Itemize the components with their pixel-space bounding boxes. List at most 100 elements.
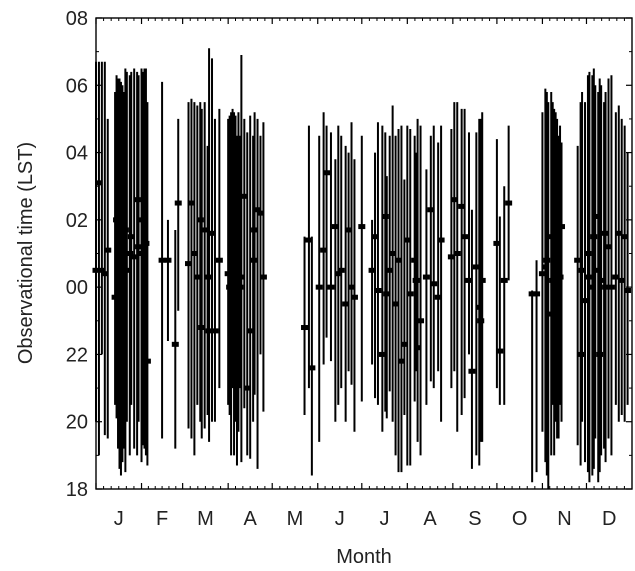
center-marker (118, 217, 126, 223)
center-marker (331, 224, 339, 230)
center-marker (334, 271, 342, 277)
y-axis-ticks: 08 06 04 02 00 22 20 18 (66, 8, 632, 501)
center-marker (138, 251, 146, 256)
center-marker (171, 341, 179, 347)
center-marker (323, 170, 331, 176)
center-marker (577, 351, 585, 357)
center-marker (381, 213, 389, 219)
center-marker (392, 301, 400, 307)
center-marker (547, 234, 555, 240)
center-marker (215, 257, 223, 263)
y-tick-label: 04 (66, 143, 88, 165)
center-marker (201, 227, 209, 233)
center-marker (378, 351, 386, 357)
center-marker (111, 294, 119, 300)
x-tick-label: N (557, 508, 571, 530)
y-tick-label: 06 (66, 75, 88, 97)
center-marker (256, 210, 264, 216)
y-tick-label: 08 (66, 8, 88, 30)
center-marker (594, 213, 602, 219)
y-tick-label: 22 (66, 344, 88, 366)
center-marker (104, 247, 112, 253)
center-marker (229, 261, 237, 267)
center-marker (140, 385, 148, 391)
center-marker (596, 351, 604, 357)
center-marker (174, 200, 182, 206)
center-marker (211, 328, 219, 334)
center-marker (414, 345, 422, 351)
x-tick-label: S (468, 508, 481, 530)
center-marker (602, 284, 610, 290)
center-marker (478, 277, 486, 283)
center-marker (114, 197, 122, 203)
center-marker (553, 267, 561, 273)
center-marker (142, 240, 150, 246)
center-marker (259, 274, 267, 280)
center-marker (315, 284, 323, 290)
center-marker (447, 254, 455, 260)
center-marker (389, 251, 397, 256)
center-marker (139, 217, 147, 223)
center-marker (458, 203, 466, 209)
center-marker (430, 281, 438, 287)
center-marker (505, 200, 513, 206)
center-marker (190, 251, 198, 256)
x-tick-label: M (287, 508, 304, 530)
center-marker (597, 277, 605, 283)
center-marker (205, 328, 213, 334)
center-marker (233, 362, 241, 368)
center-marker (246, 328, 254, 334)
x-tick-label: J (114, 508, 124, 530)
y-tick-label: 00 (66, 277, 88, 299)
center-marker (437, 237, 445, 243)
center-marker (621, 234, 629, 240)
center-marker (305, 237, 313, 243)
center-marker (224, 271, 232, 277)
center-marker (126, 251, 134, 256)
center-marker (254, 207, 262, 213)
center-marker (541, 264, 549, 270)
center-marker (386, 267, 394, 273)
x-tick-label: J (335, 508, 345, 530)
center-marker (550, 291, 558, 297)
center-marker (584, 251, 592, 256)
center-marker (468, 368, 476, 374)
center-marker (374, 288, 382, 294)
center-marker (607, 284, 615, 290)
center-marker (251, 227, 259, 233)
center-marker (417, 318, 425, 324)
center-marker (395, 257, 403, 263)
center-marker (558, 224, 566, 230)
center-marker (301, 325, 309, 331)
center-marker (397, 358, 405, 364)
center-marker (113, 217, 121, 223)
center-marker (130, 254, 138, 260)
center-marker (412, 277, 420, 283)
center-marker (227, 301, 235, 307)
center-marker (549, 277, 557, 283)
center-marker (240, 193, 248, 199)
center-marker (411, 257, 419, 263)
center-marker (101, 271, 109, 277)
center-marker (342, 301, 350, 307)
center-marker (371, 234, 379, 240)
center-marker (574, 257, 582, 263)
center-marker (590, 234, 598, 240)
center-marker (453, 251, 461, 256)
center-marker (552, 244, 560, 250)
center-marker (427, 207, 435, 213)
center-marker (500, 277, 508, 283)
center-marker (406, 291, 414, 297)
center-marker (588, 284, 596, 290)
center-marker (422, 274, 430, 280)
y-tick-label: 18 (66, 479, 88, 501)
center-marker (226, 284, 234, 290)
center-marker (475, 304, 483, 310)
center-marker (585, 274, 593, 280)
center-marker (164, 257, 172, 263)
center-marker (600, 230, 608, 236)
center-marker (556, 274, 564, 280)
center-marker (555, 257, 563, 263)
